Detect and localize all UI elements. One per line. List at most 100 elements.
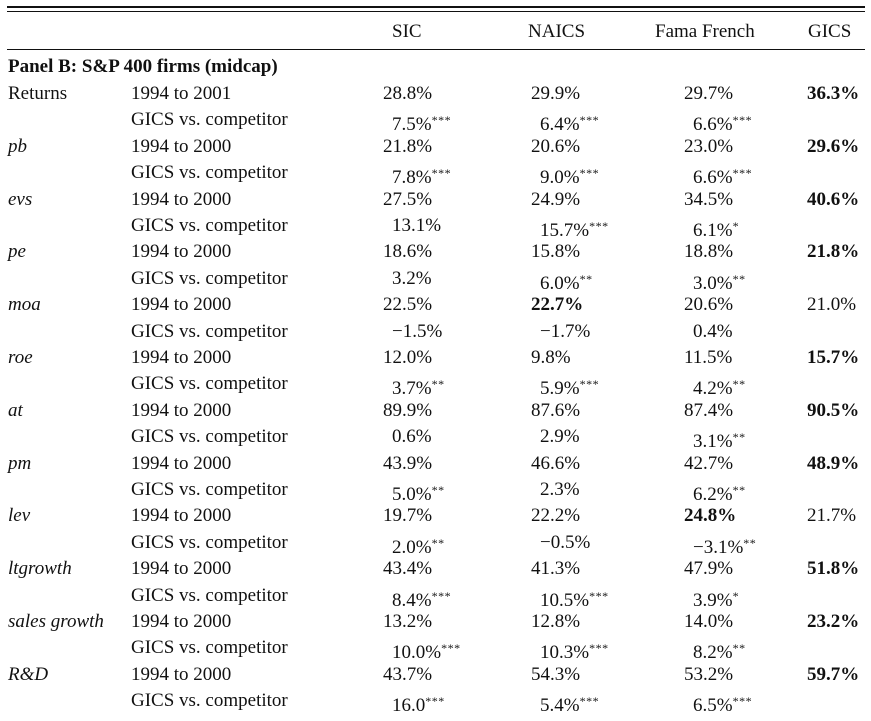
comparison-value: 5.4% [540,695,580,716]
comparison-naics: 6.0%** [540,268,593,295]
comparison-naics: 5.9%*** [540,373,599,400]
significance-stars: *** [732,113,753,127]
comparison-value: 15.7% [540,220,590,241]
row-variable: pm [8,453,32,474]
value-sic: 12.0% [383,347,433,368]
significance-stars: *** [431,113,452,127]
row-variable: evs [8,189,33,210]
comparison-label: GICS vs. competitor [131,321,288,342]
significance-stars: *** [732,694,753,708]
significance-stars: *** [431,166,452,180]
row-period: 1994 to 2000 [131,611,232,632]
comparison-sic: 13.1% [392,215,441,237]
comparison-value: 3.9% [693,590,733,611]
significance-stars: * [732,589,740,603]
significance-stars: *** [589,641,609,655]
comparison-label: GICS vs. competitor [131,637,288,658]
comparison-value: 10.0% [392,642,442,663]
value-naics: 20.6% [531,136,581,157]
value-naics: 29.9% [531,83,581,104]
top-rule-thin [7,11,865,12]
value-naics: 12.8% [531,611,581,632]
comparison-sic: 3.7%** [392,373,445,400]
value-gics: 29.6% [807,136,860,157]
significance-stars: ** [732,272,746,286]
col-header-naics: NAICS [528,21,586,42]
row-period: 1994 to 2000 [131,664,232,685]
row-period: 1994 to 2000 [131,189,232,210]
comparison-value: 3.1% [693,431,733,452]
value-fama-french: 87.4% [684,400,734,421]
comparison-naics: 6.4%*** [540,109,599,136]
comparison-value: 6.6% [693,167,733,188]
comparison-value: 2.9% [540,426,580,447]
row-period: 1994 to 2000 [131,347,232,368]
header-rule [7,49,865,50]
significance-stars: ** [579,272,593,286]
value-fama-french: 29.7% [684,83,734,104]
value-fama-french: 47.9% [684,558,734,579]
comparison-fama-french: 6.6%*** [693,162,752,189]
comparison-sic: 5.0%** [392,479,445,506]
comparison-value: 10.3% [540,642,590,663]
value-gics: 36.3% [807,83,860,104]
row-period: 1994 to 2000 [131,294,232,315]
col-header-gics: GICS [808,21,852,42]
comparison-value: −1.5% [392,321,443,342]
comparison-sic: 8.4%*** [392,585,451,612]
comparison-value: 8.4% [392,590,432,611]
comparison-label: GICS vs. competitor [131,268,288,289]
row-period: 1994 to 2000 [131,558,232,579]
value-sic: 43.7% [383,664,433,685]
value-sic: 19.7% [383,505,433,526]
value-fama-french: 24.8% [684,505,737,526]
value-fama-french: 53.2% [684,664,734,685]
value-gics: 23.2% [807,611,860,632]
value-gics: 90.5% [807,400,860,421]
panel-title: Panel B: S&P 400 firms (midcap) [8,56,278,77]
value-gics: 21.8% [807,241,860,262]
comparison-value: −0.5% [540,532,591,553]
comparison-value: 6.6% [693,114,733,135]
row-variable: sales growth [8,611,104,632]
comparison-sic: 0.6% [392,426,432,448]
comparison-naics: 2.3% [540,479,580,501]
significance-stars: * [732,219,740,233]
significance-stars: *** [589,219,609,233]
value-sic: 43.4% [383,558,433,579]
comparison-sic: 10.0%*** [392,637,461,664]
significance-stars: *** [579,694,600,708]
comparison-value: 7.5% [392,114,432,135]
comparison-value: 16.0 [392,695,426,716]
comparison-label: GICS vs. competitor [131,109,288,130]
comparison-value: 6.5% [693,695,733,716]
value-sic: 18.6% [383,241,433,262]
significance-stars: *** [579,113,600,127]
significance-stars: *** [589,589,609,603]
comparison-sic: 16.0*** [392,690,445,717]
row-variable: Returns [8,83,68,104]
value-sic: 43.9% [383,453,433,474]
comparison-value: 10.5% [540,590,590,611]
value-fama-french: 20.6% [684,294,734,315]
significance-stars: ** [732,430,746,444]
value-sic: 27.5% [383,189,433,210]
value-naics: 46.6% [531,453,581,474]
value-fama-french: 18.8% [684,241,734,262]
row-variable: ltgrowth [8,558,72,579]
comparison-fama-french: 3.9%* [693,585,739,612]
comparison-naics: 10.5%*** [540,585,609,612]
value-fama-french: 42.7% [684,453,734,474]
comparison-value: 2.0% [392,537,432,558]
value-sic: 13.2% [383,611,433,632]
comparison-naics: 15.7%*** [540,215,609,242]
comparison-label: GICS vs. competitor [131,532,288,553]
value-naics: 41.3% [531,558,581,579]
significance-stars: ** [431,377,445,391]
significance-stars: ** [732,377,746,391]
comparison-naics: 10.3%*** [540,637,609,664]
comparison-value: 5.0% [392,484,432,505]
significance-stars: *** [579,377,600,391]
value-gics: 40.6% [807,189,860,210]
comparison-sic: 2.0%** [392,532,445,559]
